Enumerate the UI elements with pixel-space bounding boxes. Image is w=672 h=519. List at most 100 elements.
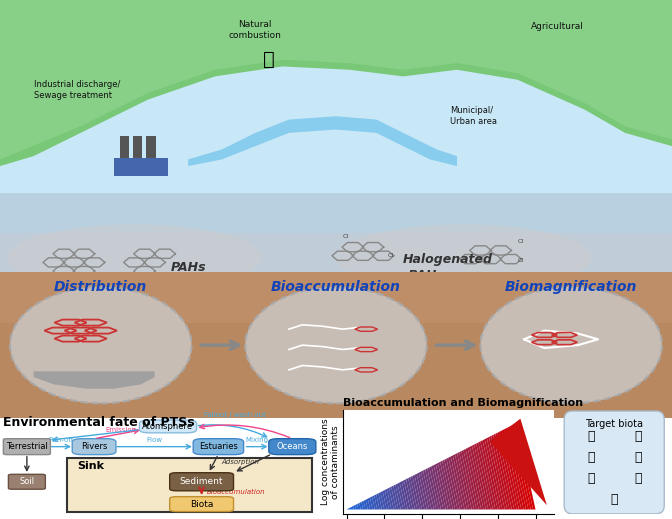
Text: Terrestrial: Terrestrial — [6, 442, 48, 451]
Text: 🦐: 🦐 — [634, 451, 642, 465]
Polygon shape — [510, 425, 531, 510]
Text: Natural
combustion: Natural combustion — [229, 20, 282, 40]
Polygon shape — [470, 446, 486, 510]
Polygon shape — [429, 466, 441, 510]
Polygon shape — [411, 476, 420, 510]
Polygon shape — [490, 419, 547, 505]
Polygon shape — [504, 428, 523, 510]
Polygon shape — [421, 471, 431, 510]
Text: Rivers: Rivers — [81, 442, 108, 451]
Text: Bioaccumulation: Bioaccumulation — [271, 280, 401, 294]
Polygon shape — [472, 445, 489, 510]
Polygon shape — [393, 485, 401, 510]
Polygon shape — [497, 432, 517, 510]
FancyBboxPatch shape — [269, 439, 316, 455]
FancyBboxPatch shape — [169, 473, 234, 491]
Text: Distribution: Distribution — [54, 280, 147, 294]
Polygon shape — [493, 434, 512, 510]
FancyBboxPatch shape — [73, 439, 116, 455]
Polygon shape — [476, 442, 493, 510]
Text: Biota: Biota — [190, 500, 213, 509]
Polygon shape — [451, 456, 464, 510]
Polygon shape — [351, 506, 353, 510]
Polygon shape — [425, 468, 436, 510]
Text: Mixing: Mixing — [245, 437, 269, 443]
Text: ⭐: ⭐ — [587, 451, 595, 465]
Polygon shape — [431, 465, 444, 510]
Polygon shape — [368, 498, 372, 510]
Polygon shape — [380, 491, 386, 510]
FancyBboxPatch shape — [67, 458, 312, 512]
Text: Sediment: Sediment — [180, 477, 223, 486]
Polygon shape — [391, 486, 398, 510]
Polygon shape — [0, 193, 672, 332]
Polygon shape — [349, 508, 351, 510]
Polygon shape — [387, 488, 394, 510]
Text: 🐟: 🐟 — [610, 493, 618, 506]
Text: Industrial discharge/
Sewage treatment: Industrial discharge/ Sewage treatment — [34, 79, 120, 100]
Polygon shape — [374, 494, 380, 510]
FancyBboxPatch shape — [8, 474, 45, 489]
Polygon shape — [489, 436, 507, 510]
Polygon shape — [413, 475, 422, 510]
Ellipse shape — [10, 287, 192, 403]
Polygon shape — [370, 497, 375, 510]
FancyBboxPatch shape — [140, 420, 196, 433]
Polygon shape — [402, 480, 411, 510]
Text: Flow: Flow — [146, 437, 163, 443]
Polygon shape — [364, 500, 368, 510]
Polygon shape — [512, 424, 533, 510]
Polygon shape — [455, 453, 469, 510]
Polygon shape — [0, 272, 672, 418]
Polygon shape — [366, 499, 370, 510]
Polygon shape — [378, 492, 384, 510]
Polygon shape — [515, 423, 536, 510]
Polygon shape — [404, 479, 413, 510]
Bar — [146, 136, 156, 166]
Text: 🦪: 🦪 — [634, 430, 642, 444]
Text: 🔥: 🔥 — [263, 50, 275, 70]
Text: Halogenated
-PAHs: Halogenated -PAHs — [403, 253, 493, 282]
Text: Bioaccumulation and Biomagnification: Bioaccumulation and Biomagnification — [343, 398, 583, 408]
Polygon shape — [415, 474, 425, 510]
Polygon shape — [353, 505, 356, 510]
Bar — [133, 136, 142, 166]
Polygon shape — [360, 502, 363, 510]
Polygon shape — [491, 435, 509, 510]
Polygon shape — [0, 0, 672, 332]
Text: Sink: Sink — [77, 461, 104, 471]
Polygon shape — [0, 233, 672, 332]
FancyBboxPatch shape — [3, 439, 50, 455]
Polygon shape — [436, 463, 448, 510]
Polygon shape — [468, 447, 484, 510]
Polygon shape — [423, 470, 434, 510]
Polygon shape — [188, 116, 457, 166]
Polygon shape — [446, 458, 460, 510]
Polygon shape — [466, 448, 481, 510]
Polygon shape — [440, 461, 453, 510]
Polygon shape — [419, 472, 429, 510]
Text: Soil: Soil — [19, 477, 34, 486]
Polygon shape — [382, 490, 389, 510]
Polygon shape — [442, 460, 455, 510]
Polygon shape — [347, 509, 349, 510]
Ellipse shape — [336, 224, 591, 291]
Polygon shape — [357, 503, 361, 510]
Text: PAHs: PAHs — [170, 261, 206, 274]
Polygon shape — [0, 272, 672, 323]
Polygon shape — [417, 473, 427, 510]
Bar — [114, 158, 168, 176]
Polygon shape — [480, 440, 498, 510]
Text: Cl: Cl — [388, 253, 394, 258]
Text: Bioaccumulation: Bioaccumulation — [206, 489, 265, 495]
Ellipse shape — [245, 287, 427, 403]
Text: Estuaries: Estuaries — [199, 442, 238, 451]
Y-axis label: Log concentrations
of contaminants: Log concentrations of contaminants — [321, 419, 340, 505]
FancyBboxPatch shape — [194, 439, 243, 455]
Text: Oceans: Oceans — [277, 442, 308, 451]
Text: Emission: Emission — [106, 427, 137, 433]
Polygon shape — [0, 0, 672, 159]
Polygon shape — [448, 457, 462, 510]
Polygon shape — [506, 427, 526, 510]
Polygon shape — [34, 371, 155, 389]
